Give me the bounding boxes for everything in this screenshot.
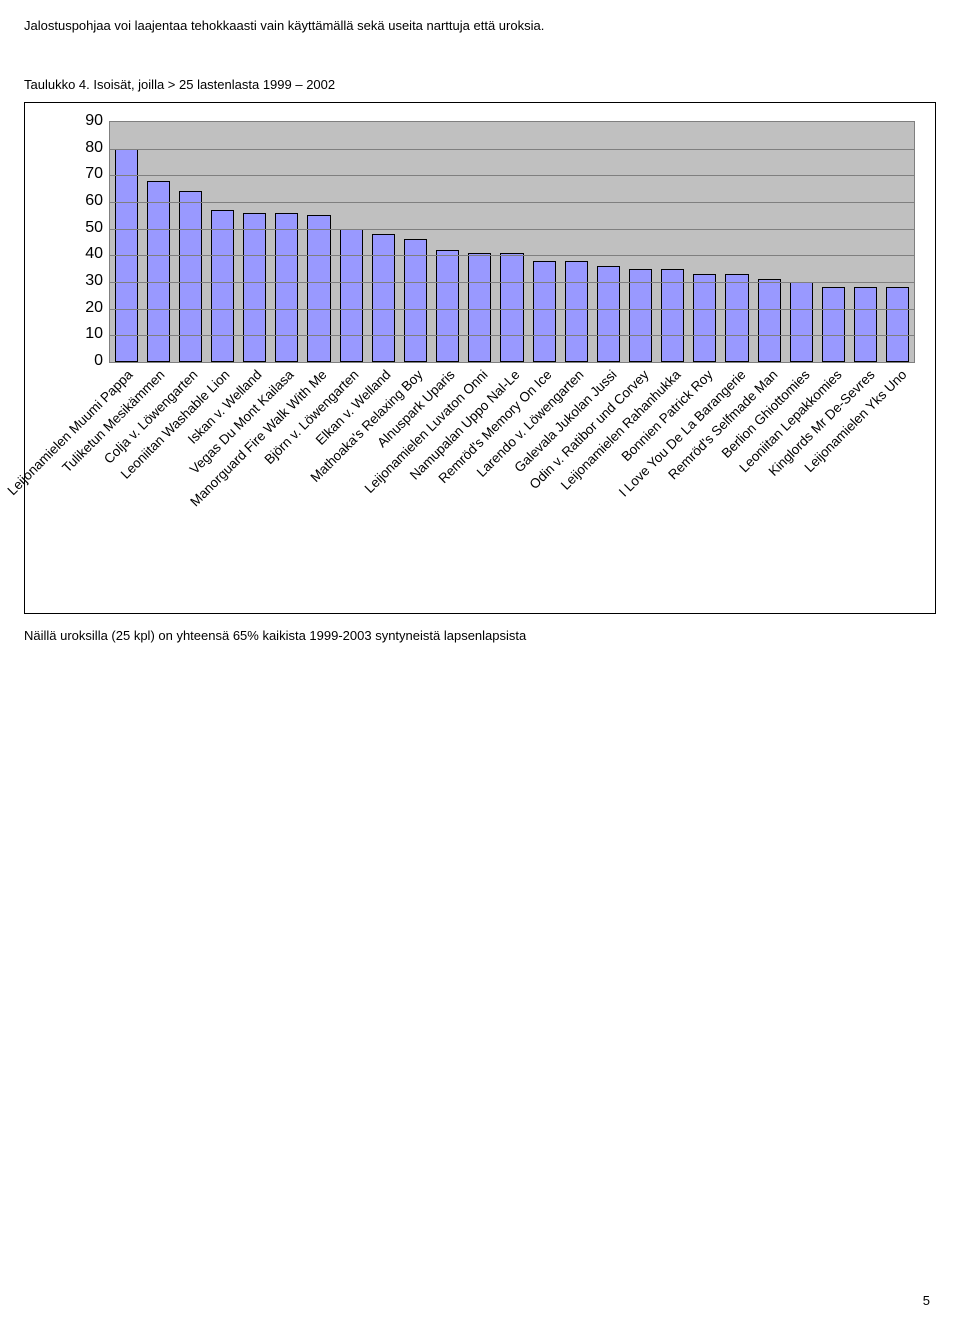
bars-container <box>110 122 914 362</box>
bar-slot <box>335 229 367 362</box>
bar <box>307 215 330 362</box>
bar <box>500 253 523 362</box>
bar <box>468 253 491 362</box>
bar-slot <box>753 279 785 362</box>
bar <box>597 266 620 362</box>
y-tick-label: 80 <box>85 139 103 157</box>
table-caption: Taulukko 4. Isoisät, joilla > 25 lastenl… <box>24 77 936 92</box>
grid-line <box>110 335 914 336</box>
bar <box>854 287 877 362</box>
y-tick-label: 50 <box>85 219 103 237</box>
y-tick-label: 0 <box>94 352 103 370</box>
y-tick-label: 20 <box>85 299 103 317</box>
y-tick-label: 90 <box>85 112 103 130</box>
y-tick-label: 10 <box>85 325 103 343</box>
bar-slot <box>528 261 560 362</box>
bar-slot <box>271 213 303 362</box>
bar <box>372 234 395 362</box>
bar-slot <box>592 266 624 362</box>
bar-slot <box>464 253 496 362</box>
page-number: 5 <box>923 1293 930 1308</box>
bar-slot <box>850 287 882 362</box>
grid-line <box>110 255 914 256</box>
bar <box>886 287 909 362</box>
bar-slot <box>496 253 528 362</box>
bar-slot <box>432 250 464 362</box>
y-tick-label: 40 <box>85 245 103 263</box>
bar <box>179 191 202 362</box>
intro-text: Jalostuspohjaa voi laajentaa tehokkaasti… <box>24 18 936 33</box>
bar-slot <box>817 287 849 362</box>
bar <box>565 261 588 362</box>
grid-line <box>110 309 914 310</box>
grid-line <box>110 229 914 230</box>
bar-slot <box>239 213 271 362</box>
y-tick-label: 60 <box>85 192 103 210</box>
bar-slot <box>174 191 206 362</box>
x-axis-labels: Leijonamielen Muumi PappaTuliketun Mesik… <box>109 367 915 597</box>
bar-slot <box>206 210 238 362</box>
bar-slot <box>399 239 431 362</box>
chart-summary: Näillä uroksilla (25 kpl) on yhteensä 65… <box>24 628 936 643</box>
bar <box>340 229 363 362</box>
x-label-slot: Leijonamielen Yks Uno <box>883 367 915 597</box>
bar <box>243 213 266 362</box>
chart-frame: 0 10 20 30 40 50 60 70 80 90 Leijonamielen Muumi … <box>24 102 936 614</box>
grid-line <box>110 282 914 283</box>
bar <box>758 279 781 362</box>
bar <box>822 287 845 362</box>
bar-slot <box>721 274 753 362</box>
bar <box>725 274 748 362</box>
plot-area <box>109 121 915 363</box>
grid-line <box>110 149 914 150</box>
x-axis-label: Leijonamielen Muumi Pappa <box>5 367 136 498</box>
bar <box>693 274 716 362</box>
bar-slot <box>785 282 817 362</box>
y-tick-label: 30 <box>85 272 103 290</box>
bar-slot <box>689 274 721 362</box>
bar-slot <box>882 287 914 362</box>
bar <box>275 213 298 362</box>
bar <box>211 210 234 362</box>
bar-slot <box>303 215 335 362</box>
bar <box>533 261 556 362</box>
bar <box>790 282 813 362</box>
bar-chart: 0102030405060708090 Leijonamielen Muumi … <box>35 121 925 601</box>
y-axis: 0102030405060708090 <box>35 121 109 361</box>
page: Jalostuspohjaa voi laajentaa tehokkaasti… <box>0 0 960 1324</box>
bar-slot <box>367 234 399 362</box>
y-tick-label: 70 <box>85 165 103 183</box>
bar <box>436 250 459 362</box>
bar-slot <box>560 261 592 362</box>
grid-line <box>110 202 914 203</box>
bar <box>404 239 427 362</box>
grid-line <box>110 175 914 176</box>
